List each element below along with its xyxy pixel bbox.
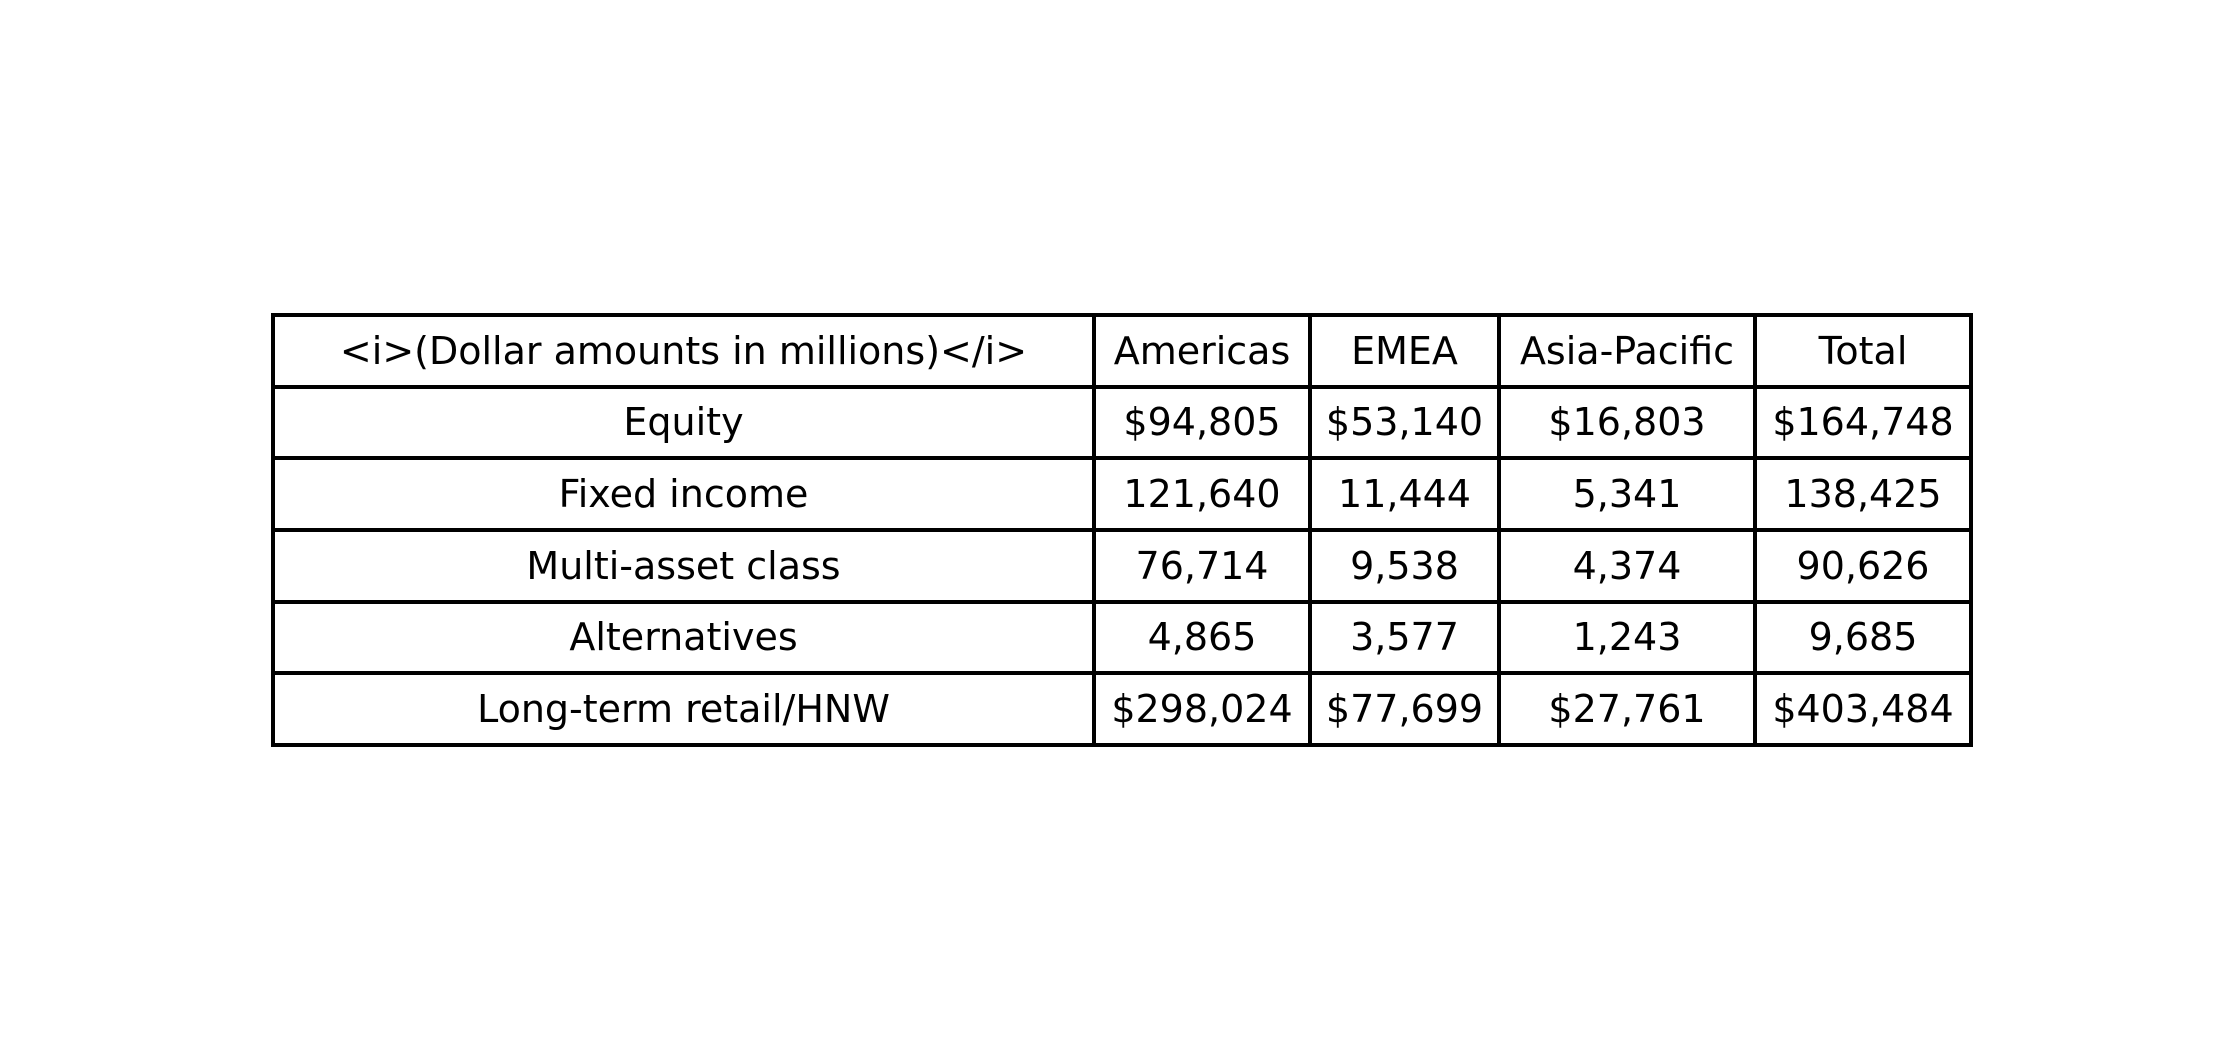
cell-americas: 76,714 [1092, 527, 1312, 604]
cell-americas: $94,805 [1092, 384, 1312, 461]
cell-asia-pacific: 1,243 [1497, 599, 1757, 676]
header-cell-emea: EMEA [1308, 313, 1501, 389]
header-cell-units: <i>(Dollar amounts in millions)</i> [271, 313, 1096, 389]
table-row-fixed-income: Fixed income 121,640 11,444 5,341 138,42… [271, 456, 1973, 532]
header-cell-asia-pacific: Asia-Pacific [1497, 313, 1757, 389]
table-row-alternatives: Alternatives 4,865 3,577 1,243 9,685 [271, 599, 1973, 676]
cell-emea: $53,140 [1308, 384, 1501, 461]
table-row-long-term-retail-hnw: Long-term retail/HNW $298,024 $77,699 $2… [271, 671, 1973, 747]
cell-americas: 121,640 [1092, 456, 1312, 532]
row-label: Alternatives [271, 599, 1096, 676]
cell-emea: 3,577 [1308, 599, 1501, 676]
cell-total: 138,425 [1753, 456, 1973, 532]
row-label: Fixed income [271, 456, 1096, 532]
cell-total: $164,748 [1753, 384, 1973, 461]
cell-asia-pacific: 4,374 [1497, 527, 1757, 604]
cell-asia-pacific: $27,761 [1497, 671, 1757, 747]
cell-total: 9,685 [1753, 599, 1973, 676]
aum-by-region-table: <i>(Dollar amounts in millions)</i> Amer… [271, 313, 1973, 747]
cell-total: 90,626 [1753, 527, 1973, 604]
cell-emea: 11,444 [1308, 456, 1501, 532]
table-row-multi-asset-class: Multi-asset class 76,714 9,538 4,374 90,… [271, 527, 1973, 604]
row-label: Equity [271, 384, 1096, 461]
row-label: Multi-asset class [271, 527, 1096, 604]
cell-emea: $77,699 [1308, 671, 1501, 747]
cell-asia-pacific: 5,341 [1497, 456, 1757, 532]
cell-americas: $298,024 [1092, 671, 1312, 747]
cell-total: $403,484 [1753, 671, 1973, 747]
cell-asia-pacific: $16,803 [1497, 384, 1757, 461]
row-label: Long-term retail/HNW [271, 671, 1096, 747]
header-cell-americas: Americas [1092, 313, 1312, 389]
cell-americas: 4,865 [1092, 599, 1312, 676]
table-row-equity: Equity $94,805 $53,140 $16,803 $164,748 [271, 384, 1973, 461]
cell-emea: 9,538 [1308, 527, 1501, 604]
header-cell-total: Total [1753, 313, 1973, 389]
table-header-row: <i>(Dollar amounts in millions)</i> Amer… [271, 313, 1973, 389]
